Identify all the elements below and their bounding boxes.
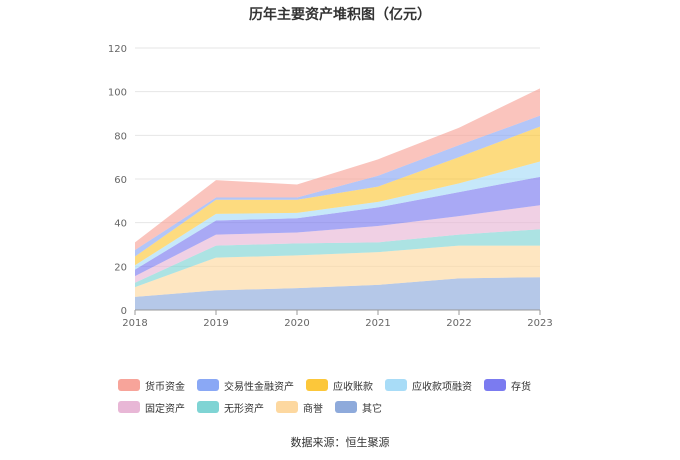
legend-item[interactable]: 其它 — [335, 400, 382, 415]
legend-label: 应收账款 — [333, 381, 373, 393]
legend-label: 货币资金 — [145, 381, 185, 393]
legend-label: 其它 — [362, 403, 382, 415]
area-series-固定资产 — [135, 205, 540, 283]
legend-swatch — [276, 401, 298, 413]
area-series-其它 — [135, 277, 540, 310]
legend-item[interactable]: 货币资金 — [118, 378, 185, 393]
area-series-商誉 — [135, 245, 540, 297]
legend-swatch — [484, 379, 506, 391]
y-tick-label: 60 — [114, 175, 127, 186]
chart-title: 历年主要资产堆积图（亿元） — [249, 7, 431, 23]
legend-item[interactable]: 应收账款 — [306, 378, 373, 393]
legend-swatch — [385, 379, 407, 391]
legend-label: 固定资产 — [145, 403, 185, 415]
data-source: 数据来源：恒生聚源 — [290, 436, 390, 449]
legend-label: 商誉 — [303, 403, 323, 415]
y-tick-label: 120 — [108, 44, 127, 55]
legend-item[interactable]: 存货 — [484, 378, 531, 393]
area-series-存货 — [135, 176, 540, 277]
x-tick-label: 2023 — [527, 318, 552, 329]
legend-item[interactable]: 应收款项融资 — [385, 378, 472, 393]
legend-label: 无形资产 — [224, 403, 264, 415]
legend-item[interactable]: 无形资产 — [197, 400, 264, 415]
legend-label: 存货 — [511, 381, 531, 393]
legend-swatch — [118, 401, 140, 413]
x-tick-label: 2020 — [284, 318, 309, 329]
legend-item[interactable]: 交易性金融资产 — [197, 378, 294, 393]
y-tick-label: 80 — [114, 131, 127, 142]
y-tick-label: 100 — [108, 88, 127, 99]
y-tick-label: 0 — [121, 306, 127, 317]
y-tick-label: 40 — [114, 219, 127, 230]
legend: 货币资金 交易性金融资产 应收账款 应收款项融资 存货固定资产 无形资产 商誉 其它 — [118, 378, 578, 415]
legend-item[interactable]: 固定资产 — [118, 400, 185, 415]
x-tick-label: 2019 — [203, 318, 228, 329]
x-tick-label: 2022 — [446, 318, 471, 329]
legend-swatch — [118, 379, 140, 391]
area-series-应收账款 — [135, 126, 540, 266]
x-tick-label: 2018 — [122, 318, 147, 329]
x-tick-label: 2021 — [365, 318, 390, 329]
legend-swatch — [335, 401, 357, 413]
area-series-应收款项融资 — [135, 161, 540, 270]
legend-swatch — [306, 379, 328, 391]
legend-label: 应收款项融资 — [412, 381, 472, 393]
area-series-无形资产 — [135, 229, 540, 288]
legend-item[interactable]: 商誉 — [276, 400, 323, 415]
legend-swatch — [197, 379, 219, 391]
y-tick-label: 20 — [114, 262, 127, 273]
legend-label: 交易性金融资产 — [224, 381, 294, 393]
legend-swatch — [197, 401, 219, 413]
